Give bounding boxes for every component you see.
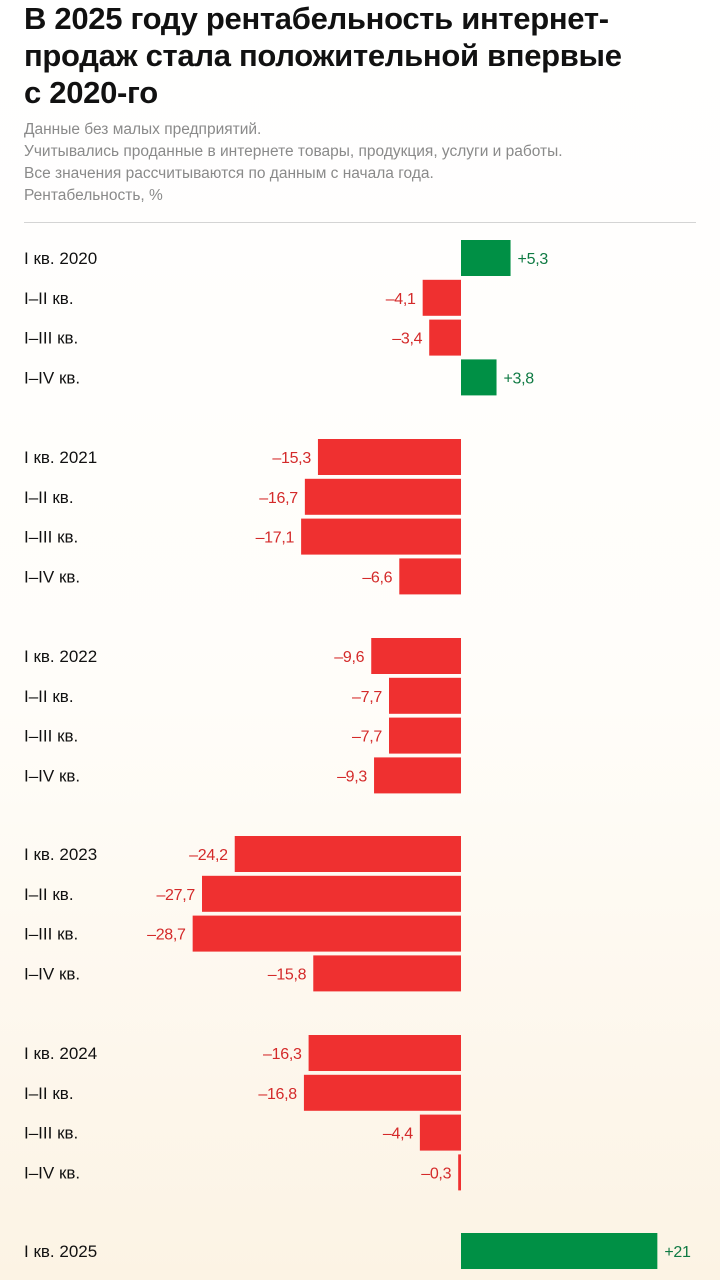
- note-goods-scope: Учитывались проданные в интернете товары…: [24, 143, 563, 160]
- chart-title: В 2025 году рентабельность интернет- про…: [24, 0, 704, 111]
- value-label: –7,7: [352, 729, 382, 746]
- bar-negative: [419, 1114, 461, 1151]
- value-label: –16,7: [259, 490, 298, 507]
- bar-positive: [461, 359, 497, 396]
- title-line-2: продаж стала положительной впервые: [24, 38, 622, 73]
- row-label: I–III кв.: [24, 329, 78, 348]
- row-label: I–II кв.: [24, 687, 74, 706]
- value-label: –4,4: [383, 1126, 413, 1143]
- value-label: –6,6: [362, 569, 392, 586]
- bar-negative: [202, 875, 461, 912]
- bar-negative: [422, 279, 461, 316]
- row-label: I–IV кв.: [24, 1163, 80, 1182]
- title-line-3: с 2020-го: [24, 75, 158, 110]
- row-label: I кв. 2025: [24, 1242, 97, 1261]
- value-label: –15,8: [268, 966, 307, 983]
- value-label: –17,1: [256, 530, 295, 547]
- row-label: I–II кв.: [24, 885, 74, 904]
- bar-negative: [371, 638, 461, 674]
- value-label: –4,1: [386, 291, 416, 308]
- bar-negative: [303, 1074, 461, 1111]
- row-label: I кв. 2024: [24, 1044, 97, 1063]
- title-line-1: В 2025 году рентабельность интернет-: [24, 1, 609, 36]
- value-label: –16,8: [258, 1086, 297, 1103]
- row-label: I–IV кв.: [24, 964, 80, 983]
- row-label: I кв. 2023: [24, 845, 97, 864]
- row-label: I кв. 2022: [24, 647, 97, 666]
- value-label: –7,7: [352, 689, 382, 706]
- bar-negative: [192, 915, 461, 952]
- bar-negative: [374, 757, 461, 794]
- bar-negative: [317, 439, 461, 475]
- value-label: –0,3: [421, 1165, 451, 1182]
- row-label: I–IV кв.: [24, 567, 80, 586]
- bar-negative: [234, 836, 461, 872]
- bar-negative: [429, 319, 461, 356]
- value-label: +3,8: [504, 370, 535, 387]
- bar-negative: [389, 677, 461, 714]
- value-label: –3,4: [392, 331, 422, 348]
- bar-negative: [301, 518, 461, 555]
- row-label: I кв. 2020: [24, 249, 97, 268]
- row-label: I–III кв.: [24, 925, 78, 944]
- note-small-business: Данные без малых предприятий.: [24, 121, 262, 138]
- row-label: I–IV кв.: [24, 766, 80, 785]
- header-divider: [24, 222, 696, 223]
- note-cumulative: Все значения рассчитываются по данным с …: [24, 165, 434, 182]
- value-label: –16,3: [263, 1046, 302, 1063]
- bar-negative: [304, 478, 461, 515]
- row-label: I кв. 2021: [24, 448, 97, 467]
- value-label: –15,3: [272, 450, 311, 467]
- bar-negative: [389, 717, 461, 754]
- row-label: I–III кв.: [24, 1124, 78, 1143]
- chart-notes: Данные без малых предприятий. Учитывалис…: [24, 119, 704, 207]
- bar-positive: [461, 1233, 658, 1269]
- value-label: –9,6: [334, 649, 364, 666]
- value-label: +21: [664, 1244, 691, 1261]
- value-label: +5,3: [518, 251, 549, 268]
- bar-negative: [458, 1154, 461, 1191]
- row-label: I–IV кв.: [24, 368, 80, 387]
- row-label: I–II кв.: [24, 289, 74, 308]
- value-label: –28,7: [147, 927, 186, 944]
- value-label: –27,7: [156, 887, 195, 904]
- row-label: I–III кв.: [24, 727, 78, 746]
- row-label: I–III кв.: [24, 528, 78, 547]
- row-label: I–II кв.: [24, 1084, 74, 1103]
- value-label: –9,3: [337, 768, 367, 785]
- bar-positive: [461, 240, 511, 276]
- note-unit: Рентабельность, %: [24, 187, 163, 204]
- value-label: –24,2: [189, 847, 228, 864]
- bar-negative: [308, 1035, 461, 1071]
- bar-negative: [399, 558, 461, 595]
- bar-negative: [313, 955, 461, 992]
- row-label: I–II кв.: [24, 488, 74, 507]
